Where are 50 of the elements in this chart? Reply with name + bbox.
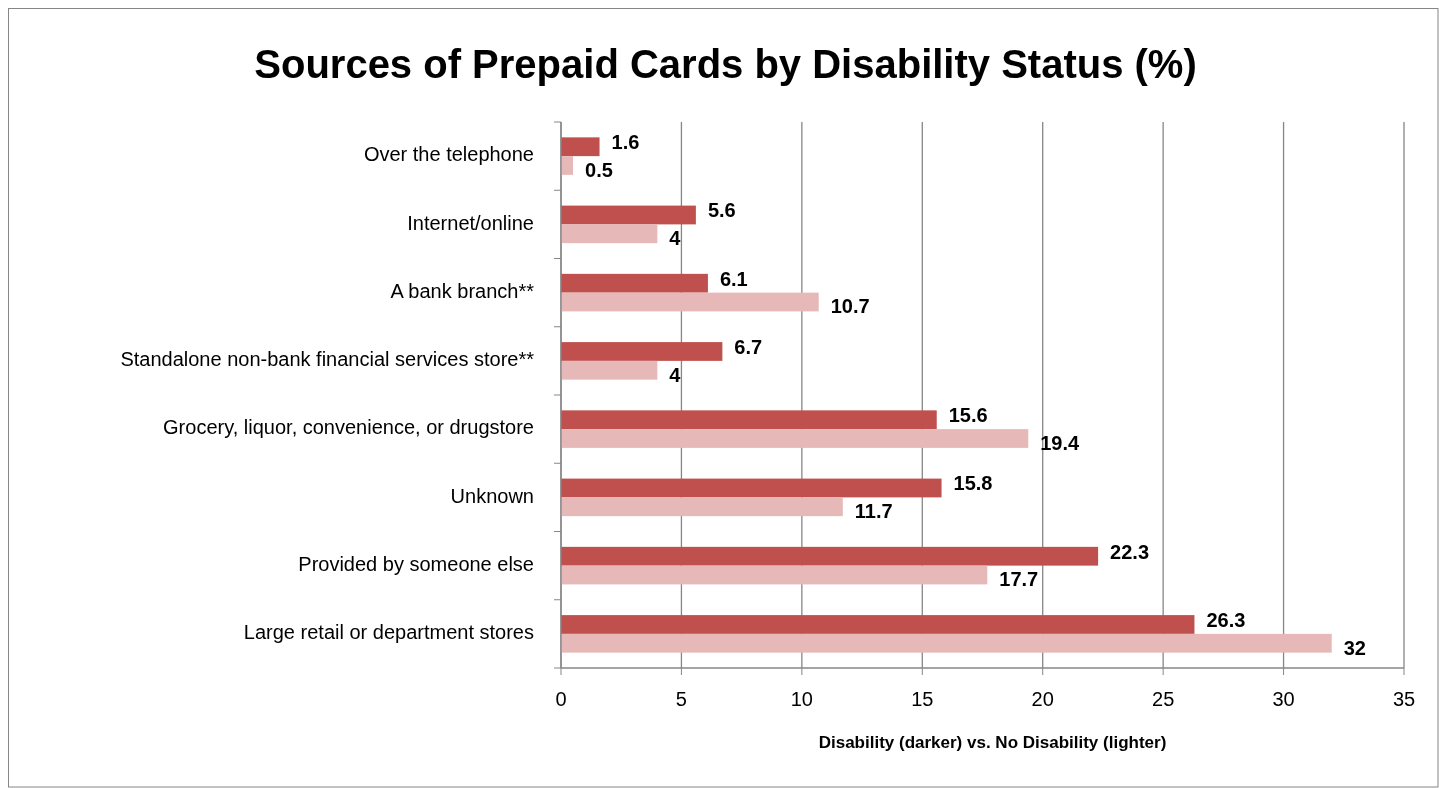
bar (561, 633, 1332, 653)
x-tick-label: 10 (790, 688, 813, 710)
data-label: 0.5 (585, 158, 613, 181)
y-tick-label: Over the telephone (363, 143, 534, 166)
y-tick-label: Internet/online (407, 211, 534, 234)
data-label: 32 (1343, 636, 1366, 659)
x-tick-label: 0 (555, 688, 567, 710)
data-label: 15.6 (948, 404, 988, 427)
bar (561, 410, 937, 430)
data-label: 22.3 (1110, 540, 1150, 563)
y-tick-label: Provided by someone else (298, 552, 534, 575)
data-label: 19.4 (1040, 431, 1081, 454)
x-tick-label: 25 (1152, 688, 1175, 710)
bar (561, 429, 1029, 448)
bar (561, 360, 658, 380)
bar (561, 273, 708, 293)
data-label: 11.7 (854, 500, 893, 523)
x-axis-title: Disability (darker) vs. No Disability (lighter) (818, 733, 1167, 752)
data-label: 5.6 (707, 199, 736, 222)
y-tick-label: Standalone non-bank financial services store** (120, 348, 535, 371)
bar (561, 342, 723, 361)
bar (561, 156, 574, 175)
bar (561, 205, 696, 225)
data-label: 4 (669, 363, 682, 386)
bar (561, 292, 819, 312)
x-tick-label: 15 (911, 688, 934, 710)
y-tick-label: Grocery, liquor, convenience, or drugstore (163, 416, 534, 439)
y-tick-label: A bank branch** (390, 279, 535, 302)
data-label: 10.7 (830, 295, 870, 318)
bar (561, 478, 942, 498)
x-tick-label: 35 (1392, 688, 1416, 710)
chart-title: Sources of Prepaid Cards by Disability Status (%) (254, 42, 1197, 86)
data-label: 17.7 (999, 568, 1039, 591)
x-tick-label: 5 (675, 688, 687, 710)
data-label: 1.6 (611, 131, 640, 154)
bar (561, 565, 988, 585)
data-label: 4 (669, 227, 682, 250)
bar (561, 224, 658, 244)
data-label: 6.1 (719, 267, 748, 290)
data-label: 15.8 (953, 472, 993, 495)
bar (561, 546, 1099, 566)
x-tick-label: 20 (1031, 688, 1054, 710)
data-label: 26.3 (1206, 608, 1246, 631)
bar (561, 497, 843, 517)
bar (561, 615, 1195, 634)
bar (561, 137, 600, 157)
data-label: 6.7 (734, 335, 763, 358)
y-tick-label: Unknown (450, 484, 534, 507)
y-tick-label: Large retail or department stores (243, 621, 534, 644)
x-tick-label: 30 (1272, 688, 1295, 710)
